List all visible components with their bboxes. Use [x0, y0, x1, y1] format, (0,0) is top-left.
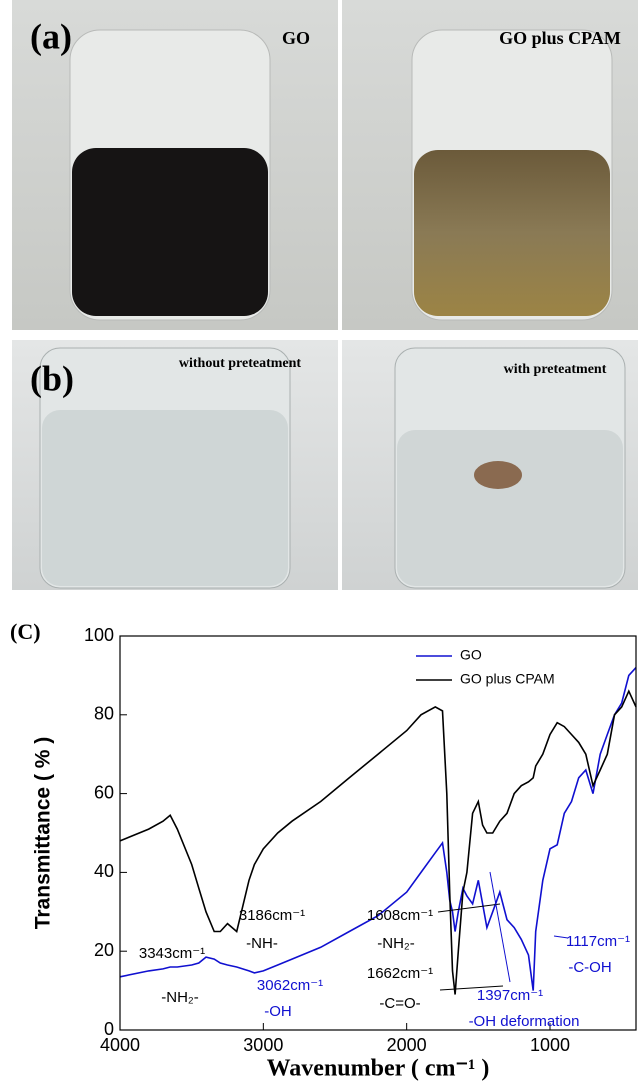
figure: (a) GO GO plus CPAM (b) without preteatm…: [0, 0, 640, 1086]
annotation: -C-OH: [568, 959, 611, 976]
panel-label: (a): [30, 16, 72, 56]
photo-caption: GO plus CPAM: [499, 28, 621, 48]
y-tick-label: 80: [94, 704, 114, 724]
y-tick-label: 20: [94, 940, 114, 960]
annotation: 3186cm⁻¹: [239, 907, 305, 924]
annotation: -NH-: [246, 935, 278, 952]
annotation: -C=O-: [379, 995, 420, 1012]
photo-caption: without preteatment: [179, 356, 302, 371]
annotation: 1608cm⁻¹: [367, 907, 433, 924]
annotation: -OH: [264, 1003, 292, 1020]
y-tick-label: 100: [84, 625, 114, 645]
panel-label: (b): [30, 358, 74, 398]
annotation: 1397cm⁻¹: [477, 987, 543, 1004]
photo-caption: GO: [282, 28, 310, 48]
photo-panel-a: [12, 0, 638, 330]
x-tick-label: 4000: [100, 1035, 140, 1055]
legend-label: GO: [460, 647, 482, 663]
y-tick-label: 40: [94, 861, 114, 881]
arrow: [438, 904, 500, 912]
legend-label: GO plus CPAM: [460, 671, 555, 687]
annotation: -NH₂-: [161, 989, 198, 1006]
water: [42, 410, 288, 586]
photo-caption: with preteatment: [504, 362, 607, 377]
y-axis-label: Transmittance ( % ): [32, 737, 55, 930]
water: [397, 430, 623, 586]
y-tick-label: 60: [94, 782, 114, 802]
annotation: -NH₂-: [377, 935, 414, 952]
annotation: 3343cm⁻¹: [139, 945, 205, 962]
x-tick-label: 3000: [243, 1035, 283, 1055]
liquid: [414, 150, 610, 316]
annotation: 1662cm⁻¹: [367, 965, 433, 982]
arrow: [490, 872, 510, 982]
photo-panel-b: [12, 340, 638, 590]
annotation: -OH deformation: [469, 1013, 580, 1030]
x-tick-label: 1000: [530, 1035, 570, 1055]
x-axis-label: Wavenumber ( cm⁻¹ ): [267, 1056, 490, 1082]
liquid: [72, 148, 268, 316]
panel-label: (C): [10, 619, 41, 644]
annotation: 3062cm⁻¹: [257, 977, 323, 994]
floc: [474, 461, 522, 489]
x-tick-label: 2000: [387, 1035, 427, 1055]
annotation: 1117cm⁻¹: [566, 933, 630, 950]
